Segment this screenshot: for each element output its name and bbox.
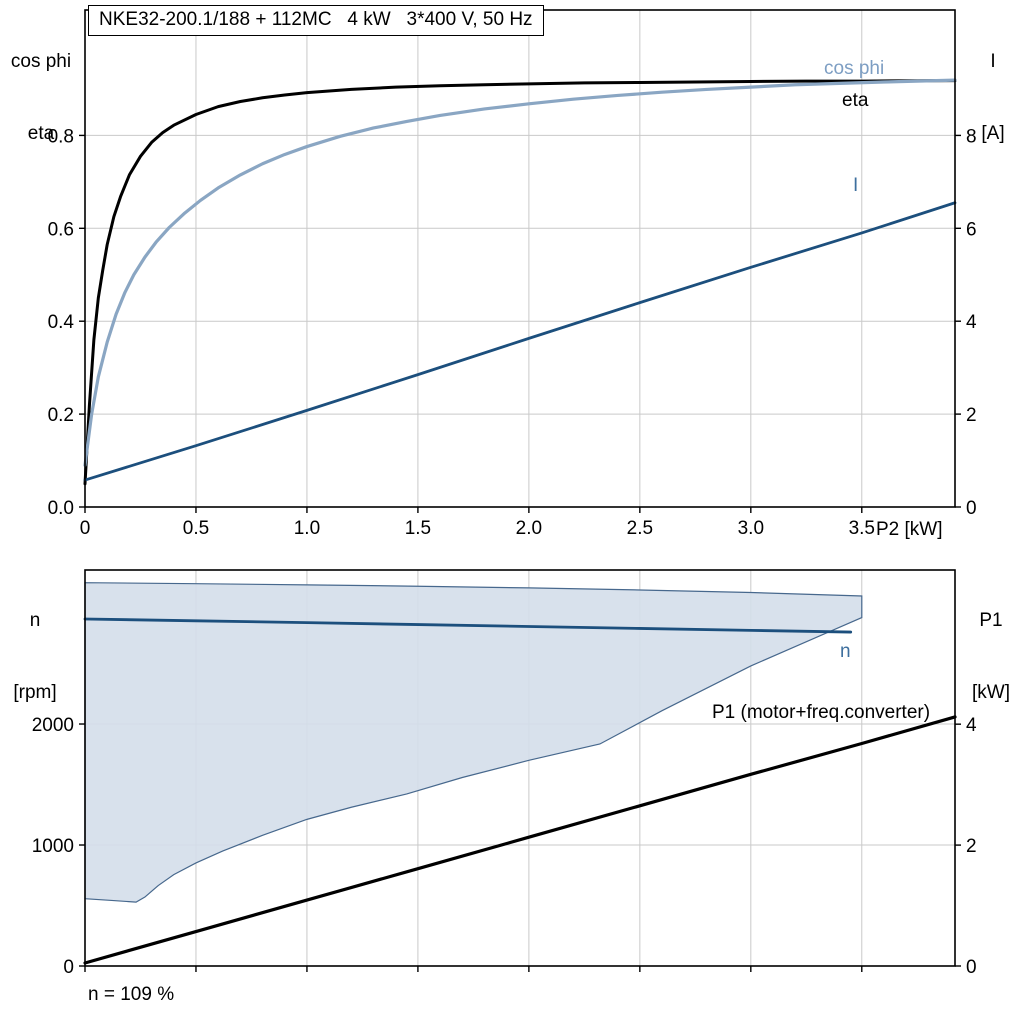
series-p1 <box>83 715 957 965</box>
series-current <box>83 201 957 482</box>
tick-label: 6 <box>966 219 977 240</box>
axis-title-eta: eta <box>27 123 55 144</box>
series-cos-phi <box>83 78 957 467</box>
operating-region <box>84 582 863 903</box>
tick-label: 1.0 <box>294 518 320 539</box>
tick-label: 0.6 <box>48 219 74 240</box>
axis-title-cos-phi: cos phi <box>10 51 72 72</box>
tick-label: 0 <box>63 957 74 978</box>
tick-label: 0.0 <box>48 498 74 519</box>
curve-label-speed: n <box>840 641 851 662</box>
axis-title-current: I <box>990 51 996 72</box>
tick-label: 3.0 <box>738 518 764 539</box>
bottom-right-axis-title: P1 [kW] <box>962 561 1020 753</box>
tick-label: 8 <box>966 126 977 147</box>
bottom-left-axis-title: n [rpm] <box>2 561 68 753</box>
axis-title-speed-unit: [rpm] <box>13 682 57 703</box>
series-eta <box>83 79 957 486</box>
tick-label: 1000 <box>32 836 74 857</box>
curve-label-current: I <box>853 175 859 196</box>
tick-label: 2.0 <box>516 518 542 539</box>
tick-label: 0 <box>966 957 977 978</box>
tick-label: 0.8 <box>48 126 74 147</box>
tick-label: 4 <box>966 312 977 333</box>
plot-frame <box>84 569 956 967</box>
axis-title-current-unit: [A] <box>981 123 1005 144</box>
tick-label: 2000 <box>32 715 74 736</box>
tick-label: 1.5 <box>405 518 431 539</box>
chart-title: NKE32-200.1/188 + 112MC 4 kW 3*400 V, 50… <box>88 5 544 36</box>
tick-label: 0.2 <box>48 405 74 426</box>
axis-title-p1: P1 <box>979 610 1003 631</box>
speed-annotation: n = 109 % <box>88 984 175 1005</box>
tick-label: 2 <box>966 405 977 426</box>
x-axis-title: P2 [kW] <box>876 519 943 540</box>
curve-label-eta: eta <box>842 90 869 111</box>
series-speed <box>83 617 853 634</box>
top-right-axis-title: I [A] <box>966 2 1020 194</box>
tick-label: 0.4 <box>48 312 75 333</box>
tick-label: 0.5 <box>183 518 209 539</box>
axis-title-p1-unit: [kW] <box>972 682 1010 703</box>
tick-label: 4 <box>966 715 977 736</box>
axis-title-speed: n <box>29 610 41 631</box>
tick-label: 2.5 <box>627 518 653 539</box>
tick-label: 3.5 <box>849 518 875 539</box>
top-left-axis-title: cos phi eta <box>4 2 78 194</box>
tick-label: 0 <box>966 498 977 519</box>
curve-label-cos-phi: cos phi <box>824 58 885 79</box>
tick-label: 2 <box>966 836 977 857</box>
curve-label-p1: P1 (motor+freq.converter) <box>712 702 931 723</box>
tick-label: 0 <box>80 518 91 539</box>
